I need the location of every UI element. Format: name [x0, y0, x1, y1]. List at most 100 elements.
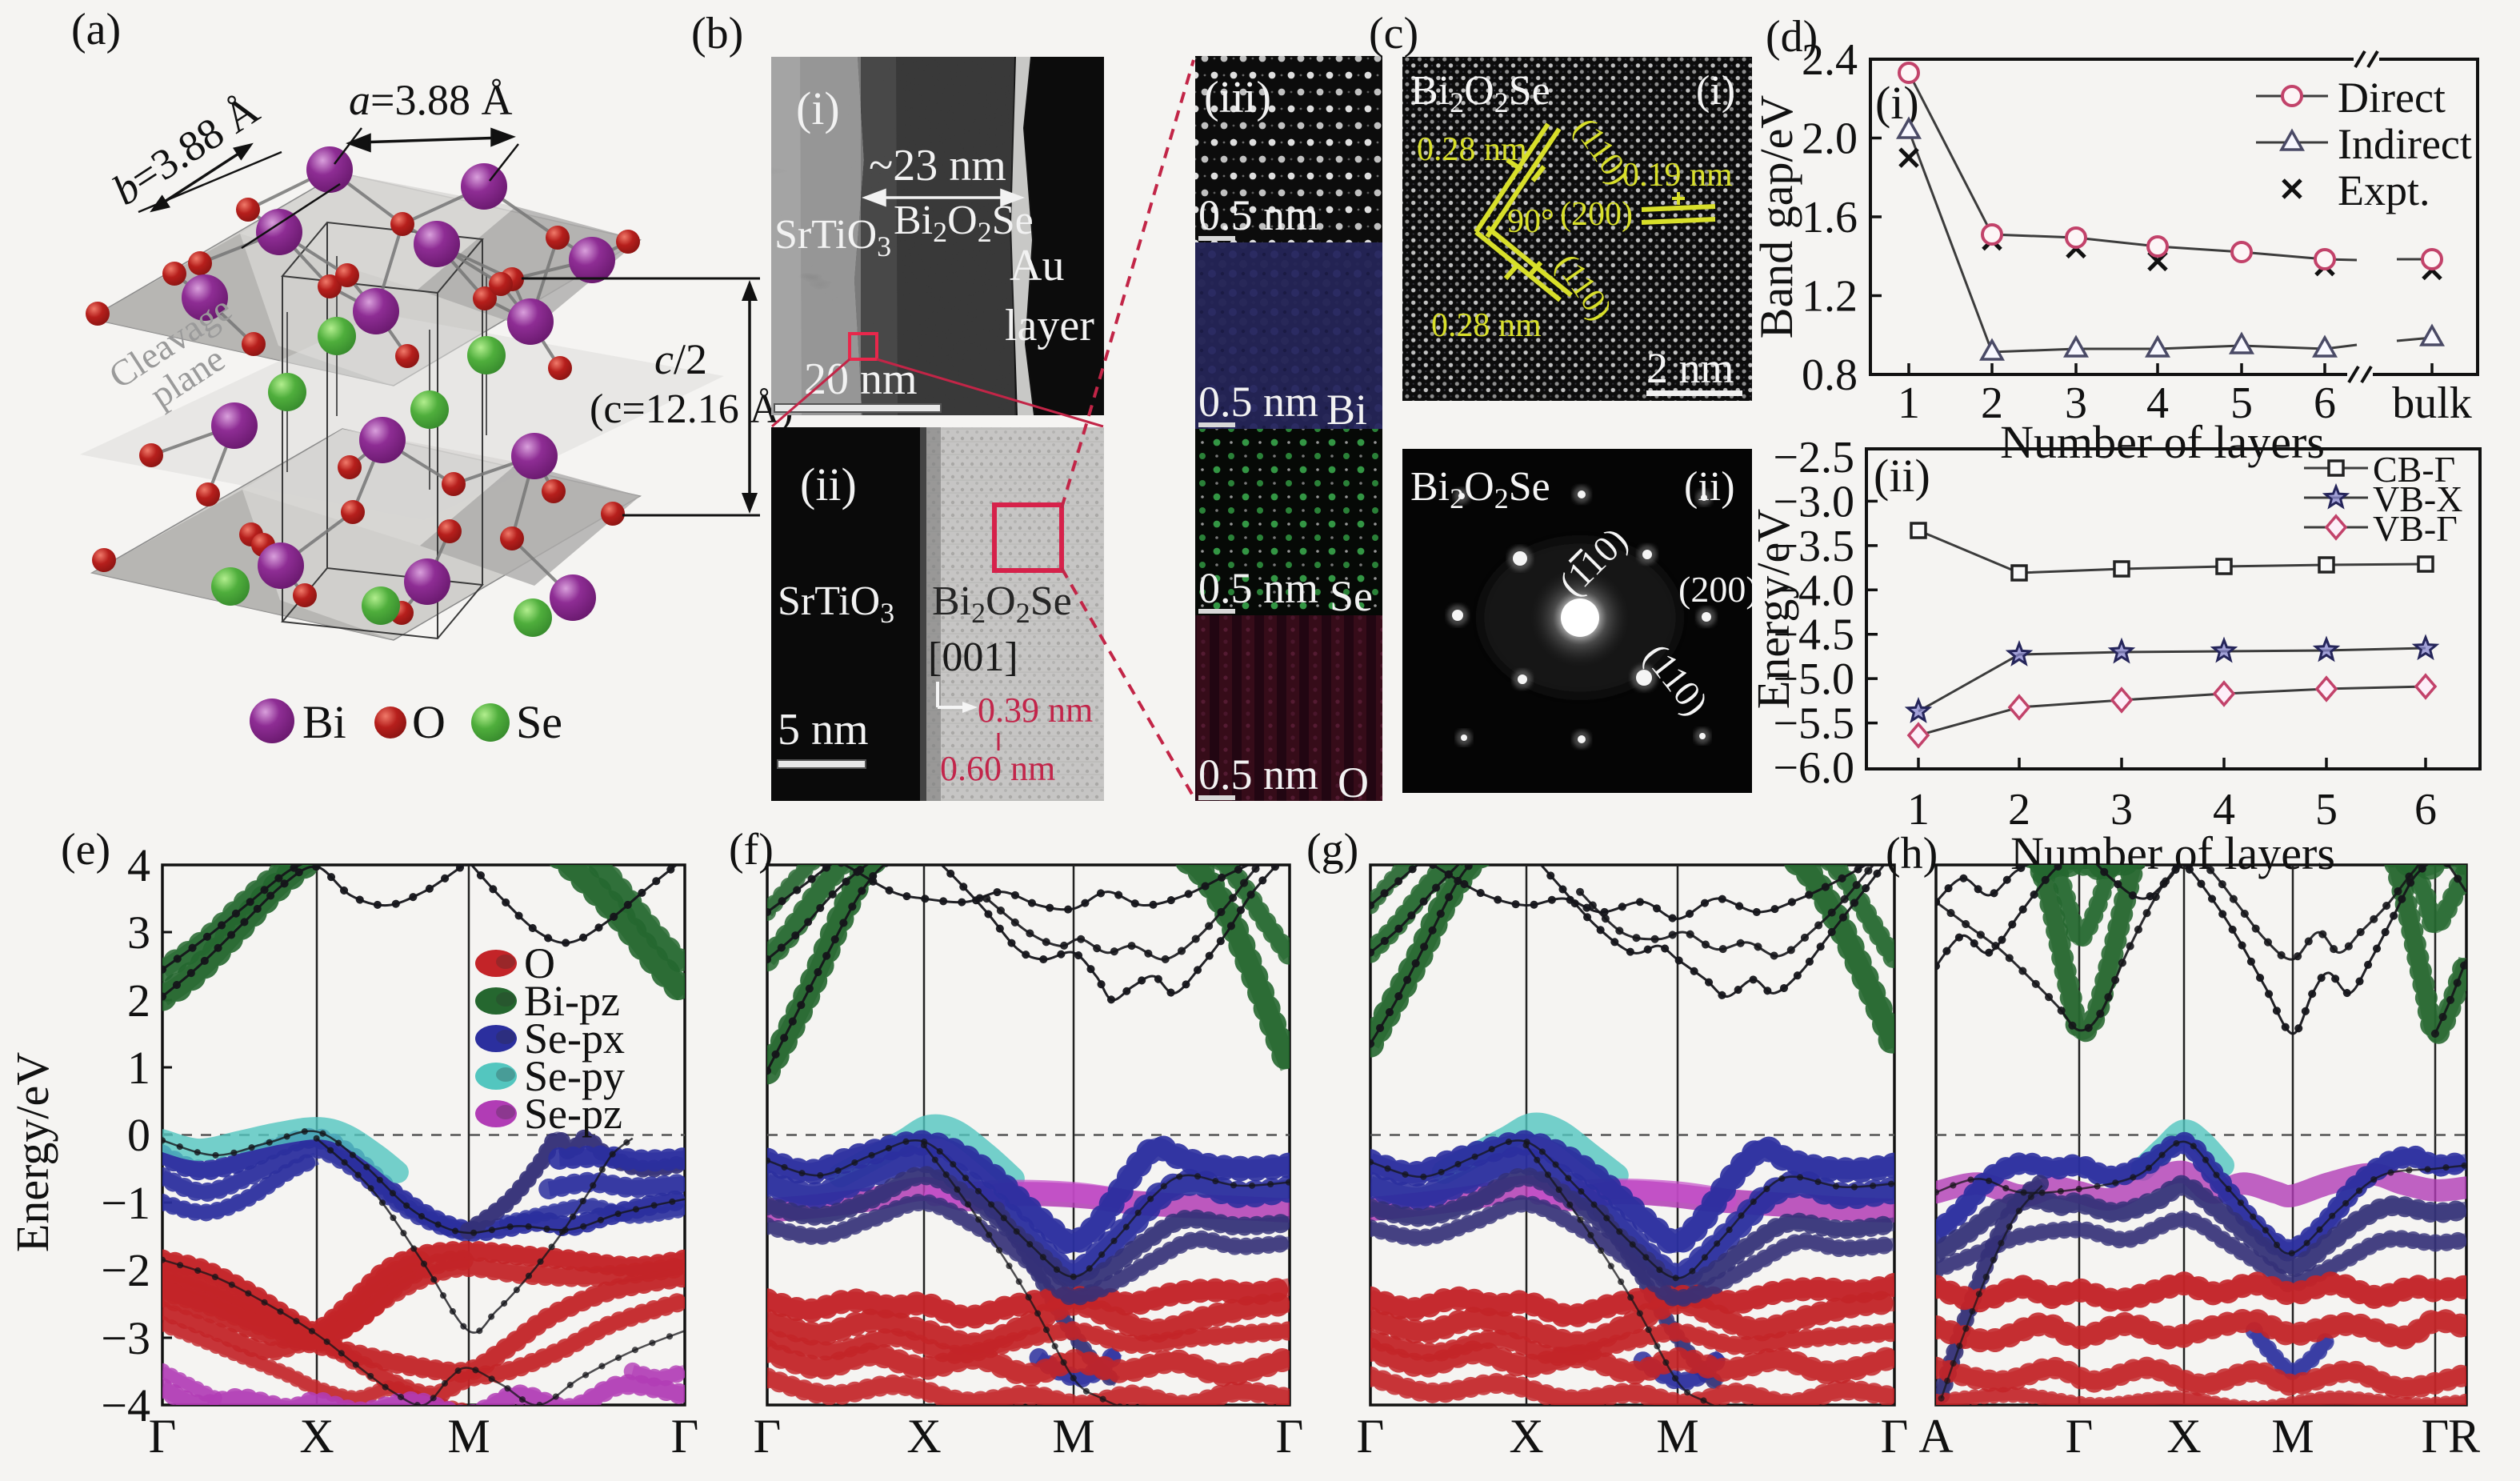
svg-text:6: 6	[2314, 378, 2336, 428]
svg-text:0: 0	[127, 1109, 150, 1161]
svg-text:~23 nm: ~23 nm	[869, 141, 1006, 190]
svg-text:Number of layers: Number of layers	[2000, 416, 2325, 468]
svg-text:4: 4	[127, 839, 150, 891]
svg-text:90°: 90°	[1507, 203, 1554, 240]
svg-text:Au: Au	[1010, 241, 1064, 290]
svg-text:Se: Se	[1330, 572, 1373, 620]
svg-text:O: O	[1338, 759, 1369, 807]
svg-text:0.39 nm: 0.39 nm	[978, 690, 1093, 730]
svg-text:(g): (g)	[1306, 825, 1358, 875]
svg-text:Expt.: Expt.	[2338, 166, 2430, 214]
svg-text:Γ: Γ	[2066, 1410, 2094, 1463]
svg-text:Band gap/eV: Band gap/eV	[1750, 95, 1802, 339]
svg-text:−5.0: −5.0	[1773, 654, 1854, 704]
svg-text:(iii): (iii)	[1204, 73, 1271, 122]
svg-text:(200): (200)	[1678, 569, 1758, 610]
svg-text:CB-Γ: CB-Γ	[2373, 449, 2455, 490]
svg-text:M: M	[1656, 1410, 1698, 1463]
svg-text:−4.0: −4.0	[1773, 566, 1854, 615]
svg-text:(c): (c)	[1369, 9, 1418, 58]
svg-text:3: 3	[127, 907, 150, 959]
svg-text:X: X	[906, 1410, 941, 1463]
svg-text:Bi2O2Se: Bi2O2Se	[1410, 464, 1550, 514]
svg-text:2 nm: 2 nm	[1646, 344, 1734, 392]
svg-text:Direct: Direct	[2338, 74, 2446, 122]
svg-text:Bi2O2Se: Bi2O2Se	[894, 198, 1034, 248]
svg-text:2.0: 2.0	[1802, 114, 1858, 164]
svg-text:0.8: 0.8	[1802, 350, 1858, 400]
svg-text:Bi2O2Se: Bi2O2Se	[1410, 68, 1550, 118]
svg-text:Γ: Γ	[1881, 1410, 1909, 1463]
svg-text:a=3.88 Å: a=3.88 Å	[349, 76, 512, 124]
svg-text:1: 1	[1898, 378, 1920, 428]
svg-text:(c=12.16 Å): (c=12.16 Å)	[590, 386, 794, 432]
svg-text:M: M	[447, 1410, 490, 1463]
svg-text:Bi2O2Se: Bi2O2Se	[932, 578, 1072, 629]
svg-text:(i): (i)	[1696, 68, 1735, 114]
svg-text:(b): (b)	[691, 9, 743, 58]
svg-text:−2.5: −2.5	[1773, 433, 1854, 482]
svg-text:Bi: Bi	[302, 696, 346, 748]
svg-text:Bi: Bi	[1326, 386, 1367, 434]
svg-text:1.2: 1.2	[1802, 272, 1858, 322]
svg-text:(ii): (ii)	[1874, 450, 1930, 502]
svg-text:0.19 nm: 0.19 nm	[1622, 157, 1733, 194]
svg-text:5: 5	[2315, 785, 2338, 835]
svg-text:VB-X: VB-X	[2373, 478, 2462, 519]
svg-text:0.5 nm: 0.5 nm	[1198, 378, 1318, 426]
svg-text:−4: −4	[101, 1379, 150, 1431]
svg-text:Se-pz: Se-pz	[524, 1090, 622, 1138]
svg-text:Se: Se	[516, 696, 562, 748]
svg-text:−1: −1	[101, 1177, 150, 1229]
svg-text:[001]: [001]	[928, 634, 1018, 680]
svg-text:(ii): (ii)	[800, 458, 857, 510]
svg-text:layer: layer	[1005, 301, 1094, 350]
svg-text:(e): (e)	[61, 825, 110, 875]
svg-text:bulk: bulk	[2392, 378, 2472, 428]
svg-text:2.4: 2.4	[1802, 35, 1858, 85]
svg-text:Γ: Γ	[754, 1410, 782, 1463]
svg-text:X: X	[299, 1410, 334, 1463]
svg-text:6: 6	[2414, 785, 2437, 835]
svg-text:5 nm: 5 nm	[778, 705, 869, 755]
svg-text:0.5 nm: 0.5 nm	[1198, 751, 1318, 799]
svg-text:(200): (200)	[1560, 196, 1633, 233]
svg-text:0.60 nm: 0.60 nm	[940, 749, 1055, 788]
svg-text:Bi-pz: Bi-pz	[524, 977, 620, 1025]
svg-text:0.5 nm: 0.5 nm	[1198, 564, 1318, 612]
svg-text:Energy/eV: Energy/eV	[6, 1052, 58, 1252]
svg-text:(h): (h)	[1886, 829, 1938, 879]
svg-text:−4.5: −4.5	[1773, 610, 1854, 660]
svg-text:3: 3	[2065, 378, 2087, 428]
svg-text:O: O	[524, 939, 555, 987]
svg-text:0.28 nm: 0.28 nm	[1431, 307, 1542, 344]
svg-text:−3: −3	[101, 1312, 150, 1364]
svg-text:1: 1	[1907, 785, 1930, 835]
svg-text:Se-py: Se-py	[524, 1052, 625, 1100]
svg-text:O: O	[412, 696, 446, 748]
svg-text:0.5 nm: 0.5 nm	[1198, 191, 1318, 239]
svg-text:−3.0: −3.0	[1773, 477, 1854, 526]
svg-text:X: X	[2166, 1410, 2201, 1463]
svg-text:Γ: Γ	[1357, 1410, 1385, 1463]
svg-text:−2: −2	[101, 1244, 150, 1296]
svg-text:−6.0: −6.0	[1773, 743, 1854, 793]
svg-text:3: 3	[2110, 785, 2133, 835]
svg-text:−3.5: −3.5	[1773, 522, 1854, 571]
svg-text:VB-Γ: VB-Γ	[2373, 508, 2458, 549]
svg-text:2: 2	[2008, 785, 2030, 835]
svg-text:5: 5	[2230, 378, 2253, 428]
svg-text:−5.5: −5.5	[1773, 699, 1854, 749]
svg-text:Γ: Γ	[149, 1410, 177, 1463]
svg-text:X: X	[1509, 1410, 1543, 1463]
svg-text:R: R	[2448, 1410, 2480, 1463]
svg-text:M: M	[2271, 1410, 2314, 1463]
svg-text:Energy/eV: Energy/eV	[1747, 509, 1799, 709]
svg-text:Se-px: Se-px	[524, 1015, 625, 1063]
svg-text:4: 4	[2213, 785, 2235, 835]
svg-text:2: 2	[127, 975, 150, 1027]
svg-text:1: 1	[127, 1042, 150, 1094]
svg-text:SrTiO3: SrTiO3	[774, 212, 891, 262]
svg-text:SrTiO3: SrTiO3	[778, 578, 894, 629]
svg-text:M: M	[1052, 1410, 1094, 1463]
